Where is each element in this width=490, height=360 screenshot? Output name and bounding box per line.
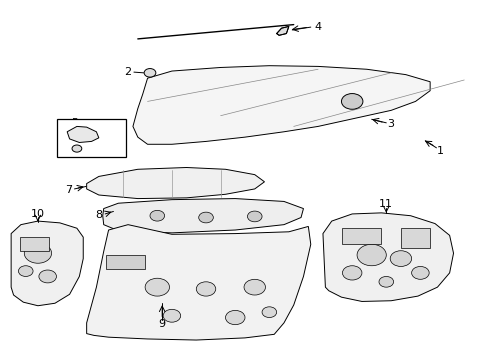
- Circle shape: [247, 211, 262, 222]
- Text: 6: 6: [96, 147, 102, 157]
- Text: 5: 5: [71, 118, 78, 128]
- Polygon shape: [323, 213, 454, 301]
- Circle shape: [357, 244, 386, 266]
- Bar: [20, 237, 49, 251]
- Polygon shape: [87, 167, 265, 199]
- Polygon shape: [87, 225, 311, 340]
- Text: 9: 9: [159, 319, 166, 329]
- Text: 10: 10: [31, 209, 45, 219]
- Circle shape: [163, 309, 181, 322]
- Circle shape: [24, 243, 51, 263]
- Circle shape: [72, 145, 82, 152]
- Text: 8: 8: [95, 210, 102, 220]
- Text: 4: 4: [315, 22, 321, 32]
- Circle shape: [145, 278, 170, 296]
- Text: 11: 11: [379, 199, 393, 209]
- Circle shape: [225, 310, 245, 325]
- Circle shape: [379, 276, 393, 287]
- Circle shape: [150, 210, 165, 221]
- Circle shape: [244, 279, 266, 295]
- Polygon shape: [11, 221, 83, 306]
- Text: 2: 2: [124, 67, 132, 77]
- Polygon shape: [67, 126, 99, 143]
- Text: 1: 1: [437, 146, 443, 156]
- FancyBboxPatch shape: [57, 119, 125, 157]
- Circle shape: [412, 266, 429, 279]
- Bar: [401, 228, 430, 248]
- Bar: [343, 228, 381, 244]
- Polygon shape: [277, 26, 289, 35]
- Text: 3: 3: [388, 118, 394, 129]
- Text: 7: 7: [65, 185, 72, 195]
- Circle shape: [19, 266, 33, 276]
- Circle shape: [342, 94, 363, 109]
- Circle shape: [262, 307, 277, 318]
- Circle shape: [144, 68, 156, 77]
- Polygon shape: [133, 66, 430, 144]
- Circle shape: [196, 282, 216, 296]
- Circle shape: [39, 270, 56, 283]
- Bar: [106, 255, 145, 269]
- Circle shape: [343, 266, 362, 280]
- Circle shape: [390, 251, 412, 266]
- Circle shape: [199, 212, 213, 223]
- Polygon shape: [103, 199, 303, 233]
